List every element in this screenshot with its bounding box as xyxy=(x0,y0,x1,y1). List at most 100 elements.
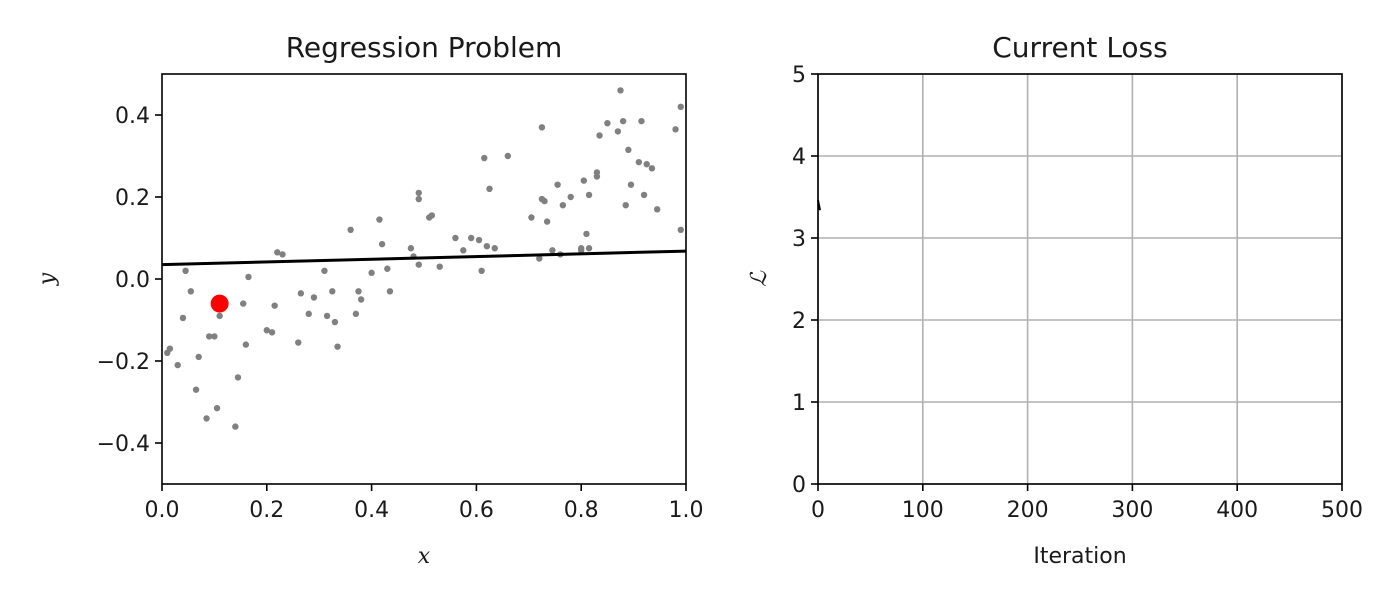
data-point xyxy=(483,243,491,250)
data-point xyxy=(619,117,627,125)
data-point xyxy=(653,206,661,213)
data-point xyxy=(627,181,635,188)
y-tick-label: 2 xyxy=(792,309,806,334)
data-point xyxy=(310,294,318,301)
data-point xyxy=(240,300,247,307)
y-axis-label: ℒ xyxy=(747,270,772,287)
data-point xyxy=(271,302,278,309)
data-point xyxy=(643,161,650,168)
regression-chart: Regression Problem 0.0 0.2 0.4 0.6 0.8 1.0 −0… xyxy=(35,31,704,569)
data-point xyxy=(593,169,601,176)
x-axis-label: x xyxy=(418,544,431,569)
data-point xyxy=(625,146,632,154)
y-tick-label: 5 xyxy=(792,63,806,88)
data-point xyxy=(554,181,561,188)
data-point xyxy=(245,273,252,281)
data-point xyxy=(415,189,422,197)
y-tick-label: 0.0 xyxy=(115,268,150,293)
data-point xyxy=(352,310,360,318)
data-point xyxy=(166,345,174,352)
data-point xyxy=(187,288,195,295)
data-point xyxy=(232,423,239,430)
y-tick-label: 0.4 xyxy=(115,104,150,129)
y-axis-label: y xyxy=(35,272,60,286)
data-point xyxy=(179,314,187,322)
data-point xyxy=(216,312,223,320)
data-point xyxy=(242,341,250,348)
data-point xyxy=(567,193,574,201)
x-tick-label: 0.0 xyxy=(145,498,180,523)
highlighted-point xyxy=(210,294,229,313)
y-tick-label: 4 xyxy=(792,145,806,170)
data-point xyxy=(585,245,593,252)
data-point xyxy=(195,353,202,361)
data-point xyxy=(538,124,546,131)
x-tick-label: 300 xyxy=(1111,498,1153,523)
data-point xyxy=(436,263,443,270)
data-point xyxy=(648,165,656,172)
plot-frame xyxy=(817,73,1343,485)
x-tick-label: 0.6 xyxy=(459,498,494,523)
data-point xyxy=(205,333,213,340)
data-point xyxy=(549,247,556,254)
data-point xyxy=(491,245,498,252)
data-point xyxy=(617,87,624,94)
data-point xyxy=(677,226,684,233)
y-tick-label: −0.2 xyxy=(97,350,150,375)
data-point xyxy=(334,343,341,350)
data-point xyxy=(559,202,567,209)
y-tick-label: −0.4 xyxy=(97,432,150,457)
data-point xyxy=(467,234,475,242)
data-point xyxy=(347,226,354,233)
x-tick-label: 0.2 xyxy=(249,498,284,523)
data-point xyxy=(635,158,643,166)
loss-chart: Current Loss 0 100 200 300 400 500 0 1 2 3 4 5 Ite… xyxy=(747,31,1363,569)
data-point xyxy=(295,339,302,346)
data-point xyxy=(329,288,336,295)
data-point xyxy=(211,333,218,340)
regression-line xyxy=(161,249,687,267)
data-point xyxy=(460,247,467,254)
data-point xyxy=(543,218,551,225)
plot-frame xyxy=(161,73,687,485)
data-point xyxy=(203,415,210,422)
data-point xyxy=(323,312,331,320)
data-point xyxy=(536,255,543,262)
data-point xyxy=(475,236,483,244)
data-point xyxy=(640,191,648,199)
x-tick-label: 200 xyxy=(1007,498,1049,523)
chart-title: Current Loss xyxy=(992,31,1167,64)
y-tick-label: 0.2 xyxy=(115,186,150,211)
x-tick-label: 0.4 xyxy=(354,498,389,523)
data-point xyxy=(368,269,375,277)
data-point xyxy=(378,240,386,248)
data-point xyxy=(274,249,281,256)
data-point xyxy=(384,265,391,272)
data-point xyxy=(672,126,679,133)
data-point xyxy=(578,245,585,252)
data-point xyxy=(263,327,270,334)
x-axis-label: Iteration xyxy=(1033,544,1126,569)
data-point xyxy=(528,214,535,221)
data-point xyxy=(355,288,362,295)
data-point xyxy=(213,404,221,412)
chart-title: Regression Problem xyxy=(286,31,563,64)
data-point xyxy=(452,234,459,242)
data-point xyxy=(638,117,645,125)
data-point xyxy=(415,195,422,203)
data-point xyxy=(174,361,181,369)
x-tick-label: 1.0 xyxy=(669,498,704,523)
data-point xyxy=(585,191,593,199)
x-tick-label: 500 xyxy=(1321,498,1363,523)
data-point xyxy=(279,251,286,258)
data-point xyxy=(580,177,588,184)
data-point xyxy=(478,267,485,274)
data-point xyxy=(677,103,684,111)
data-point xyxy=(297,290,305,297)
data-point xyxy=(182,267,189,274)
x-tick-label: 0.8 xyxy=(564,498,599,523)
data-point xyxy=(604,120,611,127)
data-point xyxy=(192,386,200,393)
data-point xyxy=(234,374,242,381)
